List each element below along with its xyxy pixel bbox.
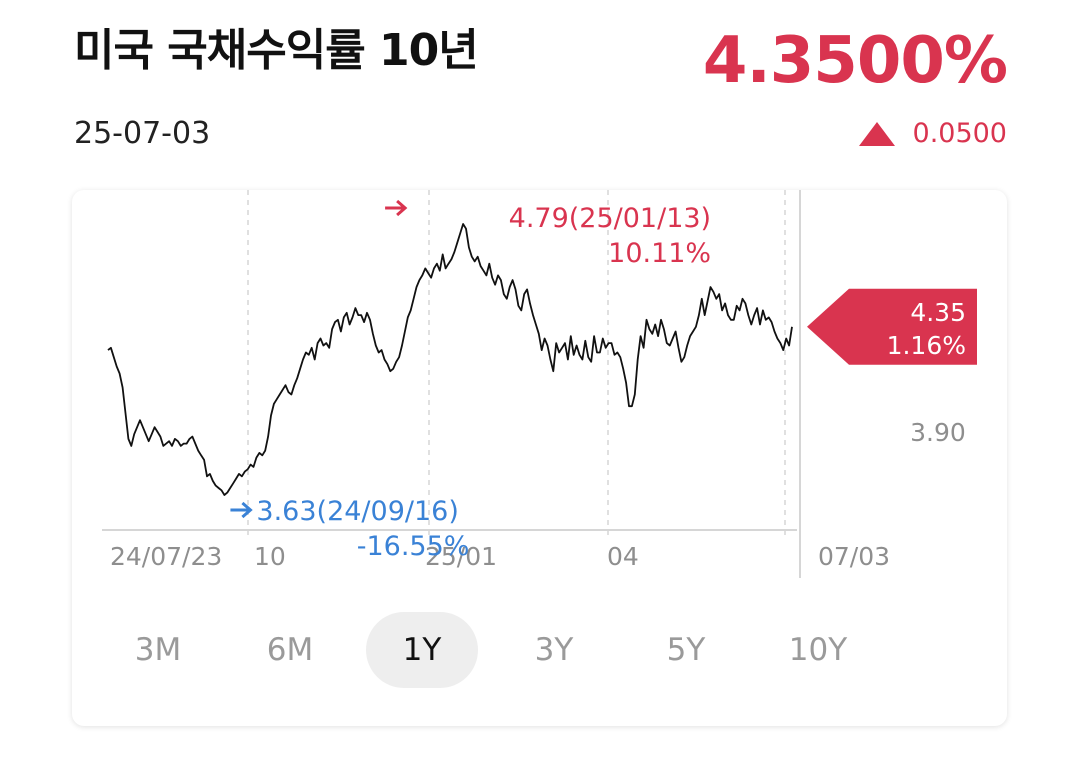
x-tick-label-2: 25/01: [425, 542, 497, 571]
low-label: 3.63(24/09/16): [256, 496, 458, 527]
range-tab-5y[interactable]: 5Y: [666, 632, 706, 668]
range-tab-10y[interactable]: 10Y: [788, 632, 848, 668]
current-price-tag: [807, 288, 977, 365]
current-pct-label: 1.16%: [887, 331, 966, 360]
x-tick-label-1: 10: [254, 542, 286, 571]
price-change-value: 0.0500: [912, 118, 1007, 149]
range-tab-1y[interactable]: 1Y: [366, 612, 478, 688]
x-tick-label-4: 07/03: [818, 542, 890, 571]
quote-date: 25-07-03: [74, 116, 211, 151]
price-change: 0.0500: [858, 118, 1007, 149]
current-price: 4.3500%: [702, 24, 1008, 98]
x-tick-label-3: 04: [607, 542, 639, 571]
arrow-right-icon: [230, 501, 253, 519]
arrow-right-icon: [385, 199, 408, 217]
range-selector: 3M 6M 1Y 3Y 5Y 10Y: [102, 612, 874, 688]
x-tick-label-0: 24/07/23: [110, 542, 222, 571]
y-tick-label-0: 3.90: [910, 418, 966, 447]
triangle-up-icon: [858, 121, 895, 146]
range-tab-3m[interactable]: 3M: [134, 632, 182, 668]
chart-card: 24/07/23 10 25/01 04 07/03 3.90 4.79(25/01/13)…: [72, 190, 1007, 726]
current-value-label: 4.35: [910, 298, 966, 327]
range-tab-6m[interactable]: 6M: [266, 632, 314, 668]
range-tab-3y[interactable]: 3Y: [534, 632, 574, 668]
page-title: 미국 국채수익률 10년: [74, 25, 479, 76]
high-pct: 10.11%: [608, 238, 711, 269]
series-line: [107, 223, 793, 496]
low-pct: -16.55%: [357, 531, 470, 562]
high-label: 4.79(25/01/13): [509, 203, 711, 234]
line-chart[interactable]: 24/07/23 10 25/01 04 07/03 3.90 4.79(25/01/13)…: [72, 190, 1007, 726]
